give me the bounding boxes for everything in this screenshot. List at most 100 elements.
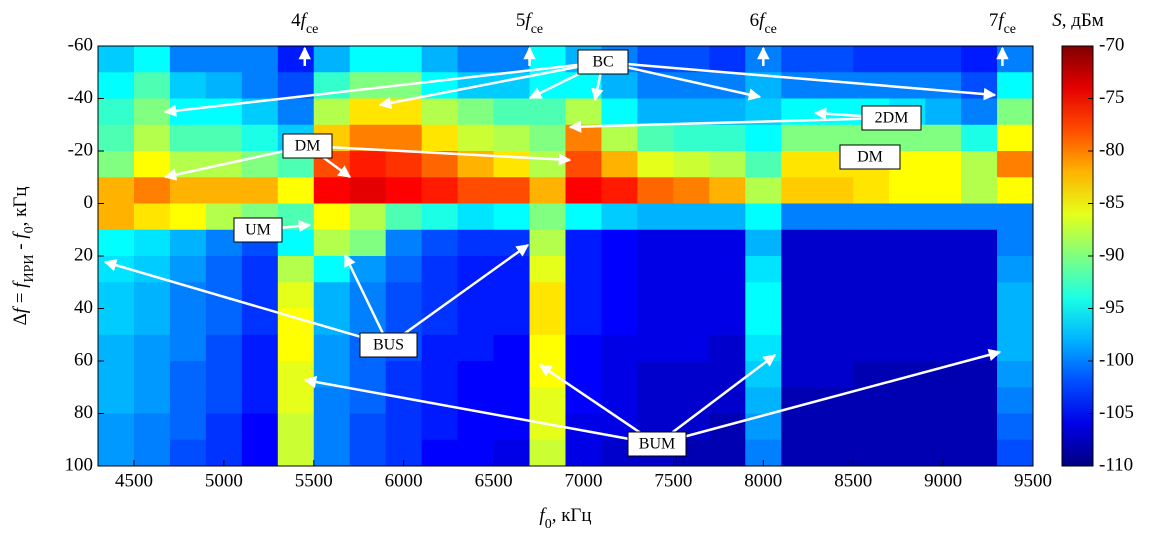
cell <box>421 151 459 178</box>
annotation: BUS <box>359 332 418 358</box>
x-tick-label: 5000 <box>205 470 243 491</box>
cell <box>133 46 171 73</box>
cell <box>817 177 854 204</box>
cell <box>313 387 351 414</box>
cell <box>493 387 531 414</box>
cell <box>385 46 423 73</box>
cell <box>205 124 243 152</box>
cell <box>133 387 171 414</box>
annotation-arrow <box>303 375 658 446</box>
annotation-label: 2DM <box>875 110 909 127</box>
cell <box>745 124 782 152</box>
cell <box>997 282 1034 309</box>
cell <box>817 308 854 336</box>
cell <box>961 177 998 204</box>
cell <box>133 229 171 257</box>
cell <box>637 308 674 336</box>
annotation-box <box>282 133 333 159</box>
cell <box>637 387 674 414</box>
cell <box>709 124 746 152</box>
y-axis-label-part: f <box>10 231 31 239</box>
cell <box>601 282 638 309</box>
cell <box>601 203 638 231</box>
cell <box>889 334 926 362</box>
cell <box>385 151 423 178</box>
cell <box>781 229 818 257</box>
cell <box>457 229 495 257</box>
cell <box>385 282 423 309</box>
overlays: BC DM 2DM DM UM BUS BUM <box>103 46 1009 457</box>
harmonic-label-part: 7 <box>989 10 999 31</box>
harmonic-label: 7fce <box>989 10 1016 36</box>
cell <box>277 177 315 204</box>
cell <box>673 177 710 204</box>
y-axis-label-part: f <box>10 280 31 288</box>
cell <box>997 124 1034 152</box>
cell <box>421 124 459 152</box>
cell <box>349 72 387 99</box>
harmonic-label-part: ce <box>764 22 776 37</box>
cell <box>997 439 1034 467</box>
cell <box>745 229 782 257</box>
cell <box>745 151 782 178</box>
x-tick-label: 6500 <box>475 470 513 491</box>
cell <box>925 334 962 362</box>
annotation-label: UM <box>245 222 271 239</box>
harmonic-label-part: ce <box>531 22 543 37</box>
cell <box>385 413 423 441</box>
colorbar-tick-label: -110 <box>1099 454 1133 475</box>
cell <box>925 72 962 99</box>
cell <box>457 124 495 152</box>
cell <box>673 151 710 178</box>
cell <box>745 334 782 362</box>
cell <box>997 98 1034 126</box>
colorbar <box>1061 45 1094 467</box>
cell <box>817 256 854 283</box>
cell <box>637 151 674 178</box>
y-axis-label-part: 0 <box>22 226 37 233</box>
cell <box>673 361 710 388</box>
cell <box>817 439 854 467</box>
cell <box>349 361 387 388</box>
harmonic-label: 5fce <box>516 10 543 36</box>
colorbar-label: S, дБм <box>1052 10 1104 31</box>
cell <box>457 282 495 309</box>
cell <box>853 413 890 441</box>
cell <box>961 124 998 152</box>
y-tick-label: 100 <box>65 454 94 475</box>
cell <box>601 361 638 388</box>
cell <box>925 413 962 441</box>
cell <box>98 361 135 388</box>
cell <box>349 439 387 467</box>
cell <box>493 203 531 231</box>
colorbar-label-part: S <box>1052 10 1062 31</box>
cell <box>565 256 602 283</box>
cell <box>781 203 818 231</box>
cell <box>673 334 710 362</box>
cell <box>313 229 351 257</box>
cell <box>637 124 674 152</box>
cell <box>169 256 207 283</box>
cell <box>709 282 746 309</box>
cell <box>241 256 279 283</box>
cell <box>601 334 638 362</box>
cell <box>169 387 207 414</box>
cell <box>457 361 495 388</box>
cell <box>385 229 423 257</box>
cell <box>529 308 566 336</box>
harmonic-label-part: f <box>759 10 767 31</box>
y-tick-label: 80 <box>74 402 93 423</box>
cell <box>169 46 207 73</box>
colorbar-tick-label: -75 <box>1099 87 1124 108</box>
cell <box>997 413 1034 441</box>
cell <box>817 98 854 126</box>
y-axis-label-part: , кГц <box>10 186 31 226</box>
annotation-label: BUM <box>639 436 675 453</box>
cell <box>997 308 1034 336</box>
cell <box>385 308 423 336</box>
cell <box>853 256 890 283</box>
x-axis-label: f0, кГц <box>539 505 591 531</box>
cell <box>853 308 890 336</box>
cell <box>529 124 566 152</box>
x-tick-label: 8500 <box>834 470 872 491</box>
